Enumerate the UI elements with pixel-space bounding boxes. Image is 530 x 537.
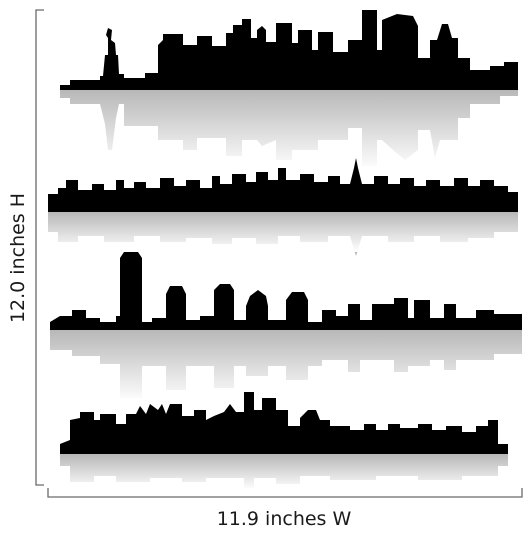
- skyline-4: [56, 392, 512, 490]
- width-bracket: [47, 488, 523, 498]
- skyline-1: [50, 10, 522, 170]
- height-bracket: [35, 9, 44, 486]
- skyline-3: [46, 252, 526, 402]
- skyline-2: [46, 158, 522, 256]
- height-dimension-label: 12.0 inches H: [7, 192, 29, 324]
- width-dimension-label: 11.9 inches W: [216, 508, 352, 530]
